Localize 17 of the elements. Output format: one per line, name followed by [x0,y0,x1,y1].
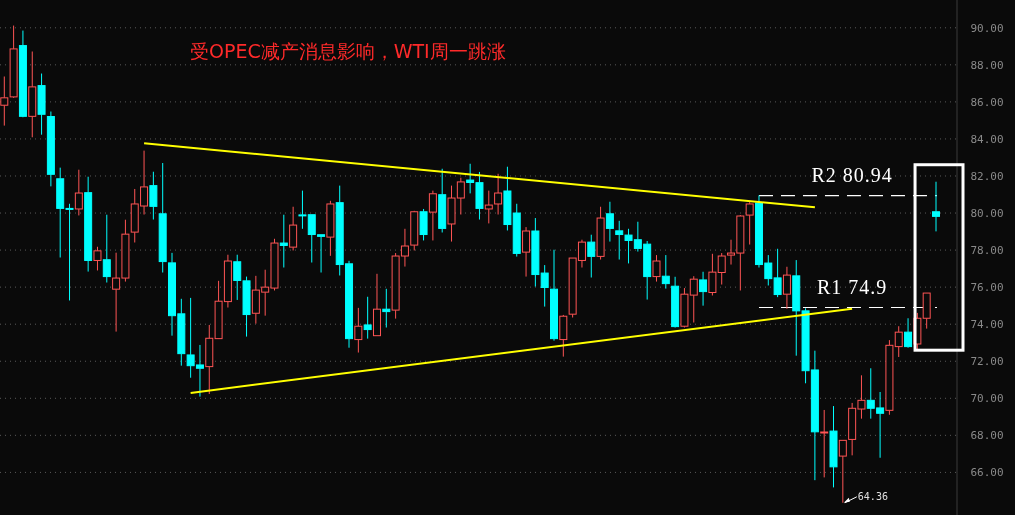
y-tick-label: 80.00 [970,207,1004,221]
annotation: 64.36 [857,490,888,502]
y-tick-label: 72.00 [970,355,1004,369]
y-tick-label: 66.00 [970,466,1004,480]
ref-line-label: R1 74.9 [816,275,888,298]
y-tick-label: 82.00 [970,169,1004,183]
y-tick-label: 84.00 [970,132,1004,146]
y-tick-label: 70.00 [970,392,1004,406]
y-tick-label: 76.00 [970,281,1004,295]
y-tick-label: 88.00 [970,58,1004,72]
text: 受OPEC减产消息影响，WTI周一跳涨 [190,40,506,62]
y-tick-label: 74.00 [970,318,1004,332]
y-tick-label: 90.00 [970,21,1004,35]
ref-line-label: R2 80.94 [811,163,893,186]
y-tick-label: 68.00 [970,429,1004,443]
y-tick-label: 86.00 [970,95,1004,109]
y-tick-label: 78.00 [970,244,1004,258]
